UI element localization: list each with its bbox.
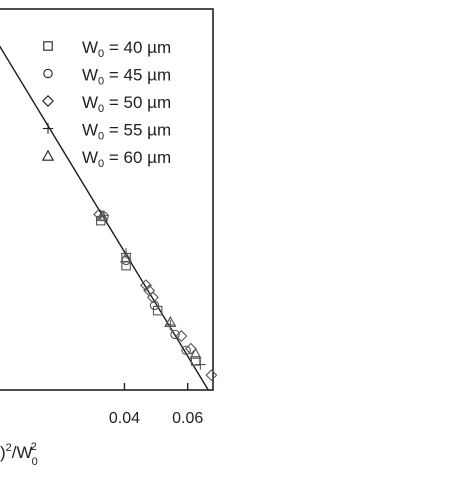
data-point-diamond-6 xyxy=(205,369,218,382)
legend-label-2: W0 = 50 µm xyxy=(82,93,171,115)
data-point-diamond-1 xyxy=(139,279,152,292)
legend-label-3: W0 = 55 µm xyxy=(82,121,171,143)
data-point-triangle-2 xyxy=(164,315,177,328)
data-point-square-3 xyxy=(152,305,163,316)
legend-marker-square xyxy=(43,41,53,51)
legend-marker-triangle xyxy=(41,149,55,161)
legend-label-0: W0 = 40 µm xyxy=(82,38,171,60)
x-tick-label-1: 0.06 xyxy=(172,410,203,427)
data-point-plus-3 xyxy=(195,359,206,370)
data-point-diamond-5 xyxy=(184,342,197,355)
x-axis-label: )2/W02 xyxy=(0,441,38,468)
legend: W0 = 40 µm W0 = 45 µm W0 = 50 µm W0 = 55 µm… xyxy=(41,38,171,170)
x-tick-label-0: 0.04 xyxy=(109,410,140,427)
data-point-plus-2 xyxy=(165,319,176,331)
legend-label-1: W0 = 45 µm xyxy=(82,66,171,88)
data-point-diamond-4 xyxy=(175,330,188,343)
data-point-triangle-1 xyxy=(119,251,133,263)
data-point-circle-4 xyxy=(181,345,191,356)
legend-label-4: W0 = 60 µm xyxy=(82,148,171,170)
legend-marker-plus xyxy=(42,123,54,134)
legend-marker-diamond xyxy=(42,95,54,107)
legend-marker-circle xyxy=(43,68,53,79)
data-point-circle-3 xyxy=(170,329,180,340)
data-point-triangle-0 xyxy=(96,210,109,222)
plot-frame xyxy=(0,8,214,391)
data-markers-layer xyxy=(93,208,218,382)
data-point-triangle-3 xyxy=(189,347,202,359)
data-point-diamond-3 xyxy=(146,291,159,304)
x-ticks-layer: 0.04 0.06 xyxy=(109,383,203,427)
